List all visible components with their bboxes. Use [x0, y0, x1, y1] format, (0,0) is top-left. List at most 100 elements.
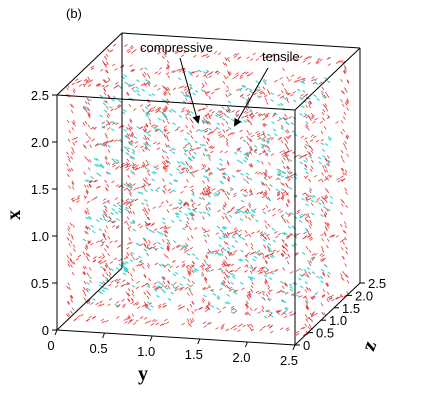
field-stroke	[245, 71, 249, 75]
field-stroke	[102, 79, 106, 83]
field-stroke	[100, 303, 105, 307]
field-stroke	[76, 197, 80, 201]
field-stroke	[185, 116, 189, 120]
field-stroke	[104, 211, 107, 215]
field-stroke	[249, 327, 253, 331]
field-stroke	[103, 198, 107, 201]
field-stroke	[249, 266, 254, 270]
field-stroke	[264, 115, 269, 118]
field-stroke	[249, 90, 254, 94]
field-stroke	[115, 158, 120, 162]
field-stroke	[83, 292, 87, 297]
field-stroke	[191, 155, 196, 159]
field-stroke	[132, 228, 137, 232]
field-stroke	[121, 299, 125, 302]
field-stroke	[111, 162, 116, 166]
field-stroke	[323, 214, 327, 218]
field-stroke	[141, 73, 145, 77]
field-stroke	[221, 188, 225, 193]
field-stroke	[289, 171, 293, 175]
field-stroke	[206, 212, 211, 216]
field-stroke	[285, 150, 289, 154]
field-stroke	[305, 123, 309, 128]
field-stroke	[265, 204, 269, 209]
field-stroke	[286, 158, 290, 163]
field-stroke	[292, 91, 296, 94]
field-stroke	[223, 259, 226, 263]
field-stroke	[314, 312, 318, 316]
field-stroke	[115, 267, 120, 271]
field-stroke	[285, 243, 289, 247]
field-stroke	[308, 104, 312, 109]
field-stroke	[183, 201, 187, 205]
field-stroke	[267, 297, 271, 302]
field-stroke	[176, 244, 180, 248]
field-stroke	[168, 92, 171, 96]
field-stroke	[165, 160, 169, 164]
field-stroke	[221, 117, 226, 121]
field-stroke	[344, 102, 348, 106]
field-stroke	[326, 224, 330, 229]
field-stroke	[249, 138, 253, 143]
field-stroke	[162, 221, 166, 225]
field-stroke	[148, 121, 152, 126]
field-stroke	[284, 153, 288, 157]
field-stroke	[286, 99, 290, 104]
field-stroke	[126, 270, 130, 274]
field-stroke	[205, 263, 210, 266]
field-stroke	[67, 263, 71, 267]
field-stroke	[184, 137, 188, 141]
field-stroke	[85, 318, 90, 322]
field-stroke	[73, 122, 76, 127]
field-stroke	[244, 311, 249, 315]
field-stroke	[189, 303, 193, 308]
field-stroke	[76, 315, 81, 318]
field-stroke	[307, 150, 310, 155]
field-stroke	[145, 114, 150, 118]
field-stroke	[113, 257, 118, 261]
field-stroke	[265, 55, 269, 59]
field-stroke	[105, 245, 109, 249]
field-stroke	[230, 231, 235, 235]
field-stroke	[267, 284, 271, 288]
field-stroke	[191, 301, 195, 305]
field-stroke	[145, 78, 149, 82]
field-stroke	[123, 74, 128, 78]
field-stroke	[267, 255, 270, 260]
field-stroke	[241, 287, 245, 291]
field-stroke	[206, 72, 211, 76]
field-stroke	[202, 180, 205, 184]
field-stroke	[203, 294, 207, 298]
field-stroke	[287, 178, 291, 182]
field-stroke	[238, 233, 242, 237]
field-stroke	[205, 208, 210, 212]
field-stroke	[205, 104, 208, 108]
field-stroke	[205, 203, 210, 206]
field-stroke	[310, 257, 315, 261]
field-stroke	[284, 143, 288, 147]
field-stroke	[280, 102, 284, 106]
field-stroke	[320, 179, 324, 183]
field-stroke	[169, 148, 173, 152]
field-stroke	[125, 168, 130, 171]
field-stroke	[121, 284, 125, 287]
field-stroke	[146, 295, 150, 300]
field-stroke	[128, 164, 132, 168]
field-stroke	[324, 195, 328, 199]
field-stroke	[147, 223, 152, 226]
field-stroke	[302, 77, 306, 81]
field-stroke	[205, 141, 209, 145]
field-stroke	[282, 191, 286, 194]
field-stroke	[249, 278, 253, 282]
field-stroke	[305, 229, 310, 233]
field-stroke	[201, 82, 205, 87]
field-stroke	[115, 225, 120, 228]
field-stroke	[250, 164, 253, 168]
field-stroke	[131, 131, 134, 135]
field-stroke	[99, 68, 104, 72]
field-stroke	[201, 227, 205, 231]
field-stroke	[69, 257, 73, 262]
field-stroke	[232, 233, 236, 237]
field-stroke	[263, 78, 267, 82]
field-stroke	[246, 93, 251, 97]
